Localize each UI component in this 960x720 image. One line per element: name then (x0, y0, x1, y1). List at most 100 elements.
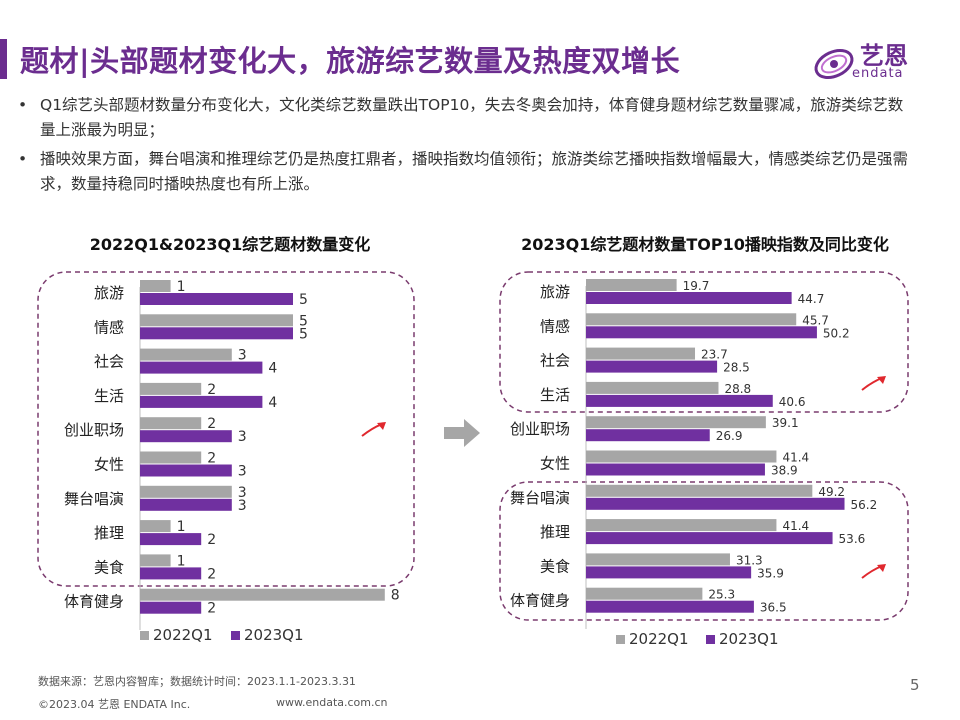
data-label-2022q1: 5 (299, 313, 308, 329)
data-label-2023q1: 53.6 (839, 532, 866, 546)
bar-2023q1 (586, 292, 792, 304)
page-title: 题材|头部题材变化大，旅游综艺数量及热度双增长 (20, 44, 681, 78)
data-label-2022q1: 41.4 (782, 451, 809, 465)
bullet-text: 播映效果方面，舞台唱演和推理综艺仍是热度扛鼎者，播映指数均值领衔；旅游类综艺播映… (40, 150, 909, 193)
data-label-2022q1: 3 (238, 348, 247, 364)
data-label-2023q1: 5 (299, 326, 308, 342)
data-label-2022q1: 23.7 (701, 348, 728, 362)
category-label: 生活 (540, 386, 570, 404)
data-label-2023q1: 3 (238, 429, 247, 445)
data-label-2022q1: 2 (207, 416, 216, 432)
bar-2022q1 (586, 587, 703, 600)
category-label: 旅游 (94, 284, 124, 302)
highlight-box (499, 271, 909, 413)
data-label-2022q1: 2 (207, 451, 216, 467)
category-label: 创业职场 (510, 420, 570, 438)
bar-2023q1 (586, 360, 718, 373)
page-number: 5 (910, 676, 920, 694)
bar-2022q1 (586, 519, 777, 532)
data-label-2023q1: 2 (207, 566, 216, 582)
category-label: 推理 (540, 523, 570, 541)
category-label: 生活 (94, 387, 124, 405)
data-label-2022q1: 41.4 (782, 519, 809, 533)
title-accent-bar (0, 39, 7, 79)
bar-2022q1 (586, 381, 719, 394)
bar-2023q1 (140, 327, 293, 340)
data-source: 数据来源：艺恩内容智库；数据统计时间：2023.1.1-2023.3.31 (38, 675, 356, 688)
data-label-2023q1: 28.5 (723, 361, 750, 375)
data-label-2022q1: 28.8 (724, 382, 751, 396)
highlight-box (499, 481, 909, 621)
category-label: 旅游 (540, 283, 570, 301)
bullet-item: • 播映效果方面，舞台唱演和推理综艺仍是热度扛鼎者，播映指数均值领衔；旅游类综艺播… (18, 150, 909, 193)
bar-2023q1 (140, 293, 293, 305)
chart2-title: 2023Q1综艺题材数量TOP10播映指数及同比变化 (521, 235, 889, 254)
logo-cn-text: 艺恩 (860, 42, 908, 70)
category-label: 美食 (94, 558, 124, 576)
endata-logo: 艺恩 endata (812, 38, 932, 88)
category-label: 舞台唱演 (64, 490, 124, 508)
data-label-2023q1: 40.6 (779, 395, 806, 409)
copyright: ©2023.04 艺恩 ENDATA Inc. (38, 698, 191, 711)
bar-2022q1 (140, 588, 385, 601)
data-label-2022q1: 2 (207, 382, 216, 398)
trend-arrow-icon (861, 565, 883, 579)
bar-2023q1 (586, 497, 845, 510)
bullet-item: • Q1综艺头部题材数量分布变化大，文化类综艺数量跌出TOP10，失去冬奥会加持，… (18, 96, 904, 139)
category-label: 创业职场 (64, 421, 124, 439)
data-label-2023q1: 2 (207, 532, 216, 548)
bar-2022q1 (586, 347, 696, 360)
legend-swatch-2023q1 (231, 631, 240, 640)
data-label-2022q1: 25.3 (708, 588, 735, 602)
chart1-title: 2022Q1&2023Q1综艺题材数量变化 (89, 235, 371, 254)
legend-label-2023q1: 2023Q1 (719, 630, 779, 647)
bar-2023q1 (586, 463, 765, 476)
legend-label-2022q1: 2022Q1 (153, 626, 213, 644)
data-label-2022q1: 31.3 (736, 553, 763, 567)
bar-2022q1 (586, 450, 777, 463)
right-arrow-icon (444, 419, 480, 447)
category-label: 美食 (540, 557, 570, 575)
legend-label-2022q1: 2022Q1 (629, 630, 689, 647)
bar-2022q1 (586, 416, 766, 429)
bar-2023q1 (140, 533, 202, 546)
legend-swatch-2023q1 (706, 635, 715, 644)
bar-2022q1 (586, 484, 813, 497)
data-label-2022q1: 1 (177, 553, 186, 569)
bar-2022q1 (140, 314, 293, 327)
category-label: 体育健身 (510, 592, 570, 610)
category-label: 社会 (94, 353, 124, 371)
data-label-2023q1: 3 (238, 498, 247, 514)
data-label-2023q1: 36.5 (760, 601, 787, 615)
bar-2023q1 (586, 326, 817, 339)
bar-2022q1 (140, 485, 232, 498)
data-label-2023q1: 2 (207, 601, 216, 617)
category-label: 情感 (94, 318, 124, 336)
data-label-2022q1: 45.7 (802, 313, 829, 327)
bar-2022q1 (586, 313, 797, 326)
data-label-2022q1: 1 (177, 519, 186, 535)
bar-2022q1 (140, 417, 202, 430)
data-label-2022q1: 8 (391, 588, 400, 604)
category-label: 女性 (94, 456, 124, 474)
trend-arrow-head-icon (377, 422, 386, 430)
category-label: 情感 (540, 317, 570, 335)
data-label-2023q1: 50.2 (823, 326, 850, 340)
data-label-2023q1: 4 (268, 395, 277, 411)
bar-2023q1 (140, 464, 232, 477)
data-label-2023q1: 56.2 (851, 498, 878, 512)
bar-2023q1 (586, 600, 754, 613)
logo-en-text: endata (852, 66, 904, 81)
bar-2023q1 (140, 601, 202, 614)
website: www.endata.com.cn (276, 696, 388, 709)
category-label: 推理 (94, 524, 124, 542)
trend-arrow-icon (361, 423, 383, 437)
data-label-2022q1: 19.7 (683, 279, 710, 293)
data-label-2023q1: 4 (268, 361, 277, 377)
bar-2022q1 (586, 279, 677, 291)
data-label-2023q1: 35.9 (757, 566, 784, 580)
bar-2023q1 (140, 430, 232, 443)
bar-2023q1 (586, 429, 710, 442)
bullet-list: • Q1综艺头部题材数量分布变化大，文化类综艺数量跌出TOP10，失去冬奥会加持，… (18, 93, 918, 197)
